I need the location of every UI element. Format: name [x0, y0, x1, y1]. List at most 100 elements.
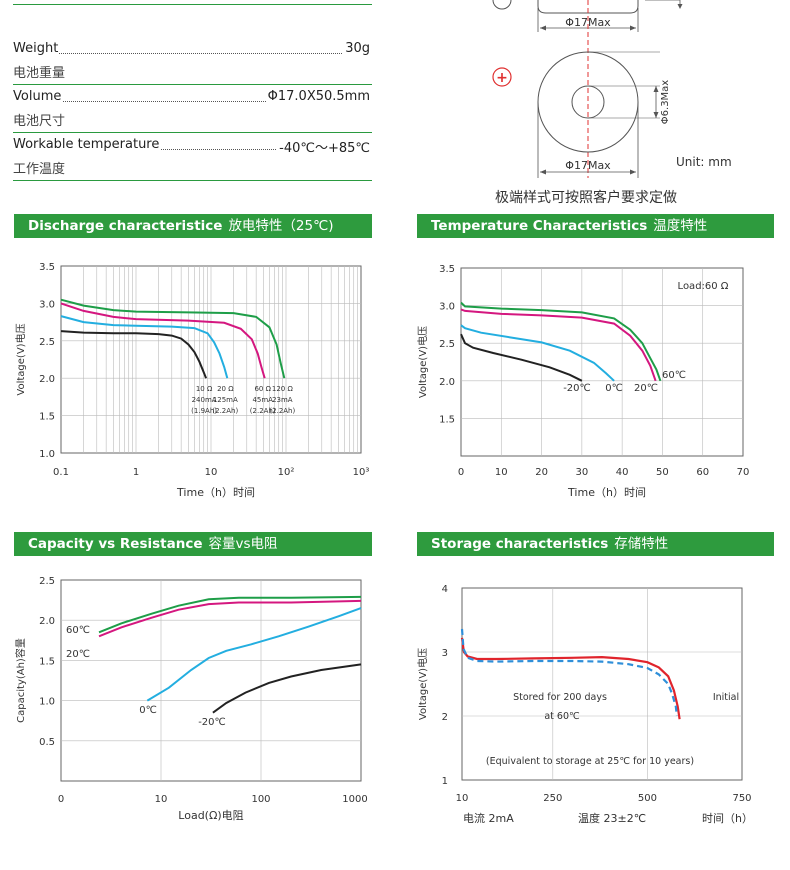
battery-drawing: Φ17Max + Φ6.3Max Φ17Max Unit: mm: [492, 0, 732, 178]
data-label: 10 Ω: [196, 385, 213, 393]
y-tick-label: 3.0: [39, 299, 55, 310]
y-axis-label: Voltage(V)电压: [416, 648, 429, 720]
x-tick-label: 250: [543, 793, 562, 804]
y-tick-label: 0.5: [39, 737, 55, 748]
x-tick-label: 100: [251, 794, 270, 805]
x-tick-label: 500: [638, 793, 657, 804]
plus-sign: +: [496, 70, 508, 86]
data-label: 125mA: [213, 396, 238, 404]
current-label: 电流 2mA: [463, 811, 514, 825]
series-line-cyan: [60, 315, 229, 379]
series-line-red: [460, 637, 681, 720]
x-tick-label: 0: [458, 467, 464, 478]
spec-value: Φ17.0X50.5mm: [265, 89, 370, 104]
y-axis-label: Voltage(V)电压: [416, 326, 429, 398]
minus-terminal-circle: [492, 0, 512, 10]
y-tick-label: 1.5: [39, 656, 55, 667]
storage-note: at 60℃: [544, 711, 580, 722]
y-tick-label: 2.0: [439, 377, 455, 388]
data-label: (2.2Ah): [269, 407, 295, 415]
section-bar-capacity: Capacity vs Resistance 容量vs电阻: [14, 532, 372, 556]
x-tick-label: 10: [155, 794, 168, 805]
temperature-label: 温度 23±2℃: [578, 811, 646, 825]
x-tick-label: 10²: [278, 467, 295, 478]
series-line-black: [460, 333, 583, 382]
leader-dots: [13, 52, 370, 54]
section-title-cn: 存储特性: [614, 536, 669, 552]
x-tick-label: 0: [58, 794, 64, 805]
x-tick-label: 70: [737, 467, 750, 478]
section-bar-storage: Storage characteristics 存储特性: [417, 532, 774, 556]
plot-frame: [461, 587, 743, 781]
spec-value: 30g: [343, 41, 370, 56]
series-line-green: [60, 298, 286, 379]
x-tick-label: 10: [456, 793, 469, 804]
initial-label: Initial: [713, 692, 739, 703]
y-tick-label: 3.5: [39, 262, 55, 273]
spec-label: Volume: [13, 89, 63, 104]
series-label: 60℃: [662, 370, 686, 381]
series-label: -20℃: [198, 717, 226, 728]
series-line-blue: [460, 628, 678, 717]
spec-row: Workable temperature -40℃～+85℃ 工作温度: [13, 136, 372, 181]
series-line-magenta: [60, 302, 266, 379]
x-axis-label: Load(Ω)电阻: [178, 809, 243, 822]
spec-row: Max.pulse current3000mA最大脉冲电流: [13, 0, 372, 5]
y-tick-label: 1.0: [39, 449, 55, 460]
section-bar-temperature: Temperature Characteristics 温度特性: [417, 214, 774, 238]
series-line-green: [460, 301, 662, 382]
series-label: 60℃: [66, 625, 90, 636]
section-title-cn: 放电特性（25℃): [228, 218, 334, 234]
series-label: 20℃: [634, 383, 658, 394]
x-tick-label: 1: [133, 467, 139, 478]
spec-label-cn: 工作温度: [13, 162, 66, 177]
data-label: 45mA: [252, 396, 273, 404]
x-tick-label: 10³: [353, 467, 370, 478]
series-line-magenta: [98, 599, 362, 638]
x-tick-label: 20: [535, 467, 548, 478]
data-label: (2.2Ah): [212, 407, 238, 415]
unit-label: Unit: mm: [676, 155, 732, 169]
section-title-en: Storage characteristics: [431, 536, 609, 552]
y-tick-label: 2.0: [39, 374, 55, 385]
dim-label-bottom: Φ17Max: [565, 159, 611, 172]
data-label: 20 Ω: [217, 385, 234, 393]
y-tick-label: 3.5: [439, 264, 455, 275]
y-tick-label: 2.0: [39, 616, 55, 627]
y-tick-label: 1.5: [439, 414, 455, 425]
y-tick-label: 2.5: [39, 576, 55, 587]
dim-label-terminal: Φ6.3Max: [660, 80, 671, 125]
equivalence-note: (Equivalent to storage at 25℃ for 10 yea…: [486, 756, 694, 767]
series-label: 0℃: [139, 705, 157, 716]
section-title-cn: 温度特性: [653, 218, 708, 234]
data-label: (1.9Ah): [191, 407, 217, 415]
section-title-cn: 容量vs电阻: [208, 536, 278, 552]
y-tick-label: 1.5: [39, 412, 55, 423]
series-line-cyan: [146, 607, 362, 702]
x-tick-label: 10: [205, 467, 218, 478]
spec-label: Workable temperature: [13, 137, 161, 152]
series-label: 20℃: [66, 649, 90, 660]
y-tick-label: 1.0: [39, 697, 55, 708]
y-axis-label: Capacity(Ah)容量: [14, 638, 27, 723]
spec-label-cn: 最大脉冲电流: [13, 0, 91, 1]
plus-sign-circle: [492, 67, 512, 87]
section-title-en: Temperature Characteristics: [431, 218, 648, 234]
x-tick-label: 0.1: [53, 467, 69, 478]
terminal-style-note: 极端样式可按照客户要求定做: [495, 190, 677, 206]
series-line-green: [98, 595, 362, 634]
x-tick-label: 50: [656, 467, 669, 478]
y-tick-label: 1: [442, 776, 448, 787]
section-title-en: Capacity vs Resistance: [28, 536, 203, 552]
series-label: -20℃: [563, 383, 591, 394]
leader-dots: [13, 100, 370, 102]
series-label: 0℃: [605, 383, 623, 394]
data-label: 240mA: [192, 396, 217, 404]
data-label: 23mA: [272, 396, 293, 404]
spec-label-cn: 电池重量: [13, 66, 66, 81]
x-tick-label: 10: [495, 467, 508, 478]
x-tick-label: 30: [575, 467, 588, 478]
data-label: 60 Ω: [254, 385, 271, 393]
plot-frame: [60, 579, 362, 782]
